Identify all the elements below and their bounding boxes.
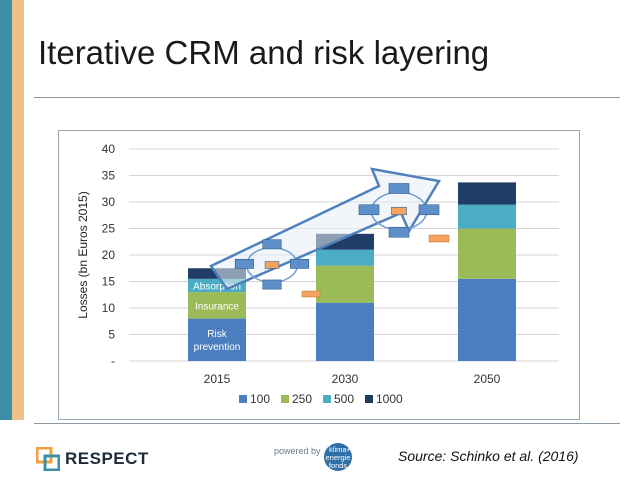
cycle-box	[418, 204, 440, 216]
bar-segment-2050-250	[458, 228, 516, 279]
bar-segment-2050-500	[458, 204, 516, 229]
respect-logo-text: RESPECT	[65, 449, 149, 468]
legend-item-500: 500	[323, 392, 354, 406]
legend-label: 500	[334, 392, 354, 406]
powered-by-word3: fonds	[329, 461, 348, 470]
bar-segment-2030-500	[316, 249, 374, 266]
callout-box-1	[301, 290, 321, 298]
legend-item-250: 250	[281, 392, 312, 406]
progress-arrow	[209, 167, 450, 298]
x-tick-labels: 2015 2030 2050	[204, 372, 501, 386]
annotation-risk-prevention: Risk prevention	[194, 329, 241, 353]
bar-segment-2050-100	[458, 278, 516, 361]
y-tick-label: 5	[108, 328, 115, 342]
cycle-box	[358, 204, 380, 216]
bar-segment-2030-100	[316, 302, 374, 361]
powered-by-label: powered by	[274, 446, 321, 456]
x-tick-label: 2050	[474, 372, 501, 386]
slide-title: Iterative CRM and risk layering	[38, 34, 490, 71]
y-axis-label: Losses (bn Euros 2015)	[76, 191, 90, 318]
legend-swatch	[281, 395, 289, 403]
cycle-diagram-small	[234, 239, 310, 290]
cycle-box	[388, 183, 410, 194]
chart-legend: 100 250 500 1000	[239, 392, 403, 406]
footer-divider	[34, 423, 620, 424]
y-tick-label: 25	[102, 222, 116, 236]
annotation-absorption: Absorption	[193, 281, 241, 292]
side-stripe-tan	[12, 0, 24, 420]
x-tick-label: 2015	[204, 372, 231, 386]
callout-box-2	[428, 234, 450, 243]
legend-swatch	[365, 395, 373, 403]
powered-by-word1: klima+	[329, 445, 352, 454]
respect-logo-icon	[36, 447, 60, 471]
y-tick-labels: - 5 10 15 20 25 30 35 40	[102, 142, 116, 368]
legend-item-1000: 1000	[365, 392, 403, 406]
cycle-box	[262, 239, 282, 250]
cycle-box	[290, 258, 310, 269]
bar-segment-2030-250	[316, 265, 374, 303]
bar-annotations: Risk prevention Insurance Absorption	[193, 281, 241, 352]
cycle-box	[391, 206, 407, 216]
side-stripe-teal	[0, 0, 12, 420]
cycle-box	[388, 226, 410, 238]
bar-segment-2050-1000	[458, 182, 516, 205]
y-tick-label: -	[111, 354, 115, 368]
y-tick-label: 10	[102, 301, 116, 315]
y-tick-label: 40	[102, 142, 116, 156]
legend-swatch	[323, 395, 331, 403]
respect-logo: RESPECT	[36, 446, 149, 472]
legend-item-100: 100	[239, 392, 270, 406]
cycle-diagram-large	[358, 183, 440, 238]
bar-segment-2015-100	[188, 318, 246, 361]
powered-by-logo: powered by klima+ energie fonds	[274, 443, 352, 471]
legend-swatch	[239, 395, 247, 403]
y-tick-label: 20	[102, 248, 116, 262]
bars	[188, 182, 516, 361]
powered-by-word2: energie	[325, 453, 350, 462]
y-tick-label: 15	[102, 275, 116, 289]
y-tick-label: 30	[102, 195, 116, 209]
annotation-insurance: Insurance	[195, 301, 239, 312]
legend-label: 250	[292, 392, 312, 406]
x-tick-label: 2030	[332, 372, 359, 386]
bar-segment-2015-250	[188, 292, 246, 319]
cycle-box	[262, 279, 282, 290]
source-citation: Source: Schinko et al. (2016)	[398, 448, 579, 464]
legend-label: 1000	[376, 392, 403, 406]
y-tick-label: 35	[102, 169, 116, 183]
legend-label: 100	[250, 392, 270, 406]
title-divider	[34, 97, 620, 98]
cycle-box	[234, 258, 254, 269]
chart-frame: -5 10 15 20 25 30 35 40 Losses (bn Euros 2015) …	[58, 130, 580, 420]
cycle-box	[264, 261, 280, 269]
